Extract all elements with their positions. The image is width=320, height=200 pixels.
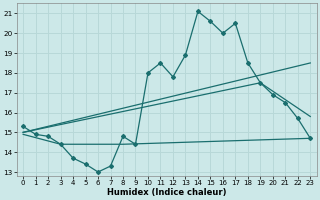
X-axis label: Humidex (Indice chaleur): Humidex (Indice chaleur) [107, 188, 227, 197]
